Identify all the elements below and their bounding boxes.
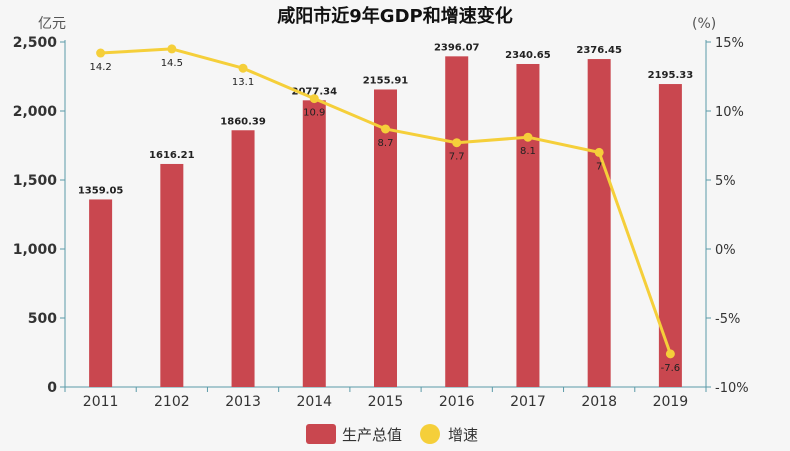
growth-point[interactable] [96, 48, 106, 58]
left-tick-label: 2,000 [13, 104, 58, 120]
left-axis-unit: 亿元 [38, 16, 66, 32]
gdp-bar[interactable] [231, 130, 255, 387]
gdp-bar[interactable] [302, 100, 326, 387]
gdp-bar-labels: 1359.05 1616.21 1860.39 2077.34 2155.91 2396.… [78, 42, 693, 196]
right-tick-label: 10% [715, 105, 744, 120]
right-axis-ticks: -10% -5% 0% 5% 10% 15% [706, 36, 749, 396]
growth-point-label: 13.1 [232, 77, 254, 88]
right-tick-label: 15% [715, 36, 744, 51]
gdp-bar-label: 2195.33 [648, 70, 694, 81]
right-tick-label: -10% [715, 381, 749, 396]
growth-point[interactable] [238, 63, 248, 73]
legend-item-growth[interactable]: 增速 [420, 424, 478, 444]
gdp-bar-label: 2396.07 [434, 42, 480, 53]
left-axis-ticks: 0 500 1,000 1,500 2,000 2,500 [13, 35, 65, 396]
gdp-bar-label: 2155.91 [363, 75, 409, 86]
legend[interactable]: 生产总值 增速 [306, 424, 478, 444]
growth-point-label: 8.7 [378, 138, 394, 149]
gdp-bar[interactable] [516, 63, 540, 388]
x-tick-label: 2017 [510, 394, 546, 410]
right-axis-unit: (%) [692, 16, 716, 32]
growth-point[interactable] [381, 124, 390, 134]
legend-label-gdp: 生产总值 [342, 426, 402, 444]
left-tick-label: 500 [28, 311, 57, 327]
x-tick-label: 2016 [439, 394, 475, 410]
gdp-bar-label: 2077.34 [292, 86, 338, 97]
gdp-bars [89, 56, 682, 388]
gdp-bar-label: 2340.65 [505, 50, 551, 61]
x-axis-ticks: 2011 2102 2013 2014 2015 2016 2017 2018 2019 [64, 387, 707, 410]
gdp-bar[interactable] [89, 199, 113, 387]
growth-point-label: -7.6 [661, 363, 681, 374]
x-tick-label: 2102 [154, 394, 190, 410]
growth-line: 14.2 14.5 13.1 10.9 8.7 7.7 8.1 7 -7.6 [89, 44, 681, 374]
right-tick-label: -5% [715, 312, 740, 327]
legend-line-swatch [420, 424, 440, 444]
gdp-bar-label: 1359.05 [78, 185, 124, 196]
gdp-bar[interactable] [160, 163, 184, 387]
left-tick-label: 1,500 [13, 173, 58, 189]
left-tick-label: 0 [47, 380, 57, 396]
gdp-bar-label: 1860.39 [220, 116, 266, 127]
growth-point[interactable] [523, 132, 533, 142]
gdp-bar[interactable] [587, 59, 611, 388]
growth-point-label: 7 [596, 161, 602, 172]
legend-item-gdp[interactable]: 生产总值 [306, 424, 402, 444]
x-tick-label: 2015 [368, 394, 404, 410]
x-tick-label: 2014 [296, 394, 332, 410]
gdp-bar[interactable] [658, 84, 682, 387]
x-tick-label: 2013 [225, 394, 261, 410]
gdp-bar-label: 1616.21 [149, 150, 195, 161]
legend-bar-swatch [306, 424, 336, 444]
growth-point-label: 14.5 [161, 58, 183, 69]
left-tick-label: 2,500 [13, 35, 58, 51]
right-tick-label: 5% [715, 174, 736, 189]
gdp-bar-label: 2376.45 [576, 45, 622, 56]
growth-point[interactable] [452, 138, 462, 148]
growth-point[interactable] [594, 147, 604, 157]
growth-point-label: 7.7 [449, 152, 465, 163]
chart-title: 咸阳市近9年GDP和增速变化 [277, 5, 512, 27]
legend-label-growth: 增速 [448, 426, 478, 444]
gdp-bar[interactable] [445, 56, 469, 387]
x-tick-label: 2019 [653, 394, 689, 410]
right-tick-label: 0% [715, 243, 736, 258]
x-tick-label: 2018 [581, 394, 617, 410]
growth-point-label: 14.2 [89, 62, 111, 73]
growth-point[interactable] [665, 349, 675, 359]
growth-point-label: 10.9 [303, 108, 325, 119]
growth-point-label: 8.1 [520, 146, 536, 157]
gdp-bar[interactable] [374, 89, 397, 387]
left-tick-label: 1,000 [13, 242, 58, 258]
growth-point[interactable] [167, 44, 177, 54]
growth-point[interactable] [309, 94, 319, 104]
x-tick-label: 2011 [83, 394, 119, 410]
